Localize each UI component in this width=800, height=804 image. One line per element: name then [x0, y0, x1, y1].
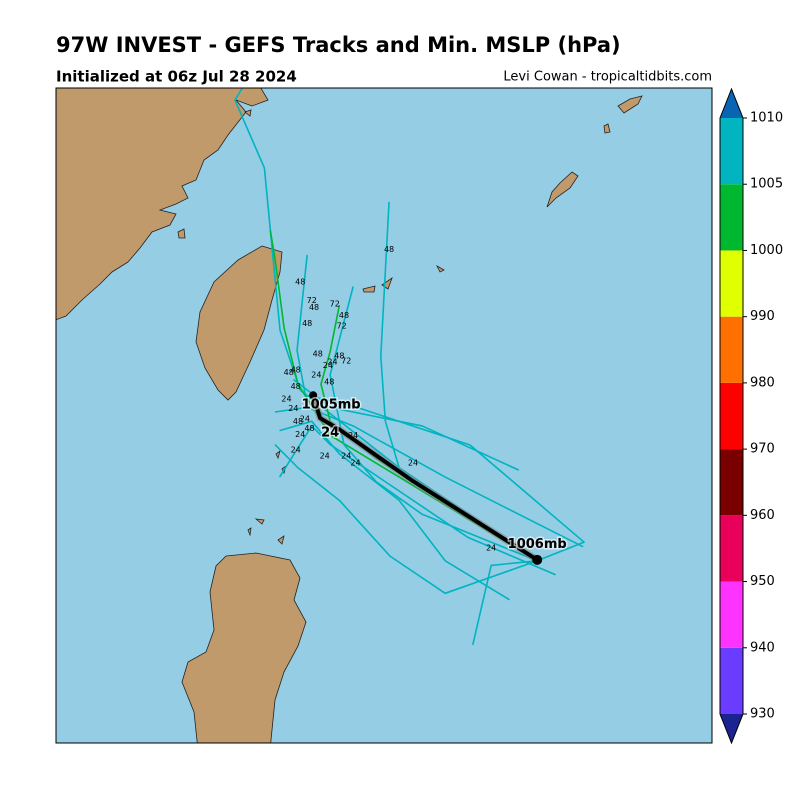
ensemble-track [274, 406, 584, 548]
luzon [181, 552, 307, 743]
colorbar-label: 970 [750, 442, 775, 457]
ensemble-track [234, 88, 538, 562]
hour-label: 72 [307, 296, 317, 305]
colorbar-label: 950 [750, 574, 775, 589]
hour-label: 48 [293, 417, 303, 426]
hour-label: 72 [330, 300, 340, 309]
hour-label: 72 [341, 356, 351, 365]
ensemble-track [329, 286, 538, 562]
ensemble-track [296, 254, 585, 562]
colorbar-segment [720, 184, 743, 251]
hour-label: 24 [408, 459, 418, 468]
colorbar-label: 980 [750, 375, 775, 390]
ensemble-track [279, 420, 511, 601]
island [617, 95, 643, 114]
colorbar-over [720, 89, 743, 118]
label-halo: 1006mb [508, 537, 567, 552]
island [546, 171, 579, 208]
ensemble-track [472, 559, 538, 646]
hour-label: 24 [300, 414, 310, 423]
island [277, 535, 285, 545]
colorbar-label: 990 [750, 309, 775, 324]
colorbar-label: 940 [750, 640, 775, 655]
island [603, 123, 611, 134]
colorbar-segment [720, 581, 743, 648]
hour-label: 24 [320, 452, 330, 461]
hour-label: 48 [309, 303, 319, 312]
colorbar-label: 1010 [750, 111, 783, 126]
hour-label: 48 [291, 366, 301, 375]
title: 97W INVEST - GEFS Tracks and Min. MSLP (… [56, 33, 621, 57]
colorbar-label: 1005 [750, 177, 783, 192]
hour-label: 24 [295, 430, 305, 439]
colorbar-segment [720, 250, 743, 317]
pressure-label: 1006mb [508, 537, 567, 552]
pressure-label: 24 [321, 425, 339, 440]
hour-label: 48 [304, 424, 314, 433]
hour-label: 48 [295, 277, 305, 286]
ensemble-track [278, 425, 556, 576]
hour-label: 24 [288, 404, 298, 413]
hour-label: 48 [313, 349, 323, 358]
label-halo: 1005mb [302, 398, 361, 413]
island [362, 285, 376, 293]
credit: Levi Cowan - tropicaltidbits.com [503, 70, 712, 85]
hour-label: 24 [311, 370, 321, 379]
mean-track [311, 394, 539, 562]
hour-label: 72 [337, 322, 347, 331]
hour-label: 24 [348, 431, 358, 440]
island [244, 109, 252, 117]
ensemble-track [274, 443, 538, 595]
mean-track-end [309, 391, 318, 400]
hour-label: 24 [486, 543, 496, 552]
land [56, 88, 643, 743]
label-halo: 24 [321, 425, 339, 440]
colorbar-segment [720, 647, 743, 714]
island [275, 449, 281, 460]
hour-label: 48 [334, 352, 344, 361]
hour-label: 48 [339, 311, 349, 320]
colorbar: 930 940 950 960 970 980 990 1000 1005 1010 [719, 87, 783, 745]
ensemble-track [269, 230, 538, 562]
hour-label: 24 [350, 459, 360, 468]
china-coast [56, 88, 269, 321]
colorbar-segment [720, 515, 743, 582]
hour-label: 48 [324, 377, 334, 386]
colorbar-segment [720, 382, 743, 450]
hour-label: 24 [341, 452, 351, 461]
colorbar-label: 1000 [750, 243, 783, 258]
hour-label: 24 [281, 394, 291, 403]
island [247, 527, 252, 537]
hour-label: 48 [384, 245, 394, 254]
pressure-label: 1005mb [302, 398, 361, 413]
island [436, 264, 445, 273]
colorbar-segment [720, 449, 743, 516]
colorbar-label: 930 [750, 707, 775, 722]
hour-label: 24 [327, 357, 337, 366]
colorbar-segment [720, 118, 743, 185]
island [177, 228, 186, 239]
colorbar-segment [720, 316, 743, 383]
mean-track-start [532, 554, 543, 565]
hour-label: 48 [302, 319, 312, 328]
hour-label: 48 [291, 382, 301, 391]
island [254, 518, 265, 525]
colorbar-label: 960 [750, 508, 775, 523]
hour-label: 24 [323, 361, 333, 370]
tracks [234, 88, 585, 646]
colorbar-under [720, 714, 743, 743]
hour-label: 48 [284, 368, 294, 377]
subtitle: Initialized at 06z Jul 28 2024 [56, 68, 297, 86]
map-frame [55, 87, 713, 744]
hour-label: 24 [291, 446, 301, 455]
